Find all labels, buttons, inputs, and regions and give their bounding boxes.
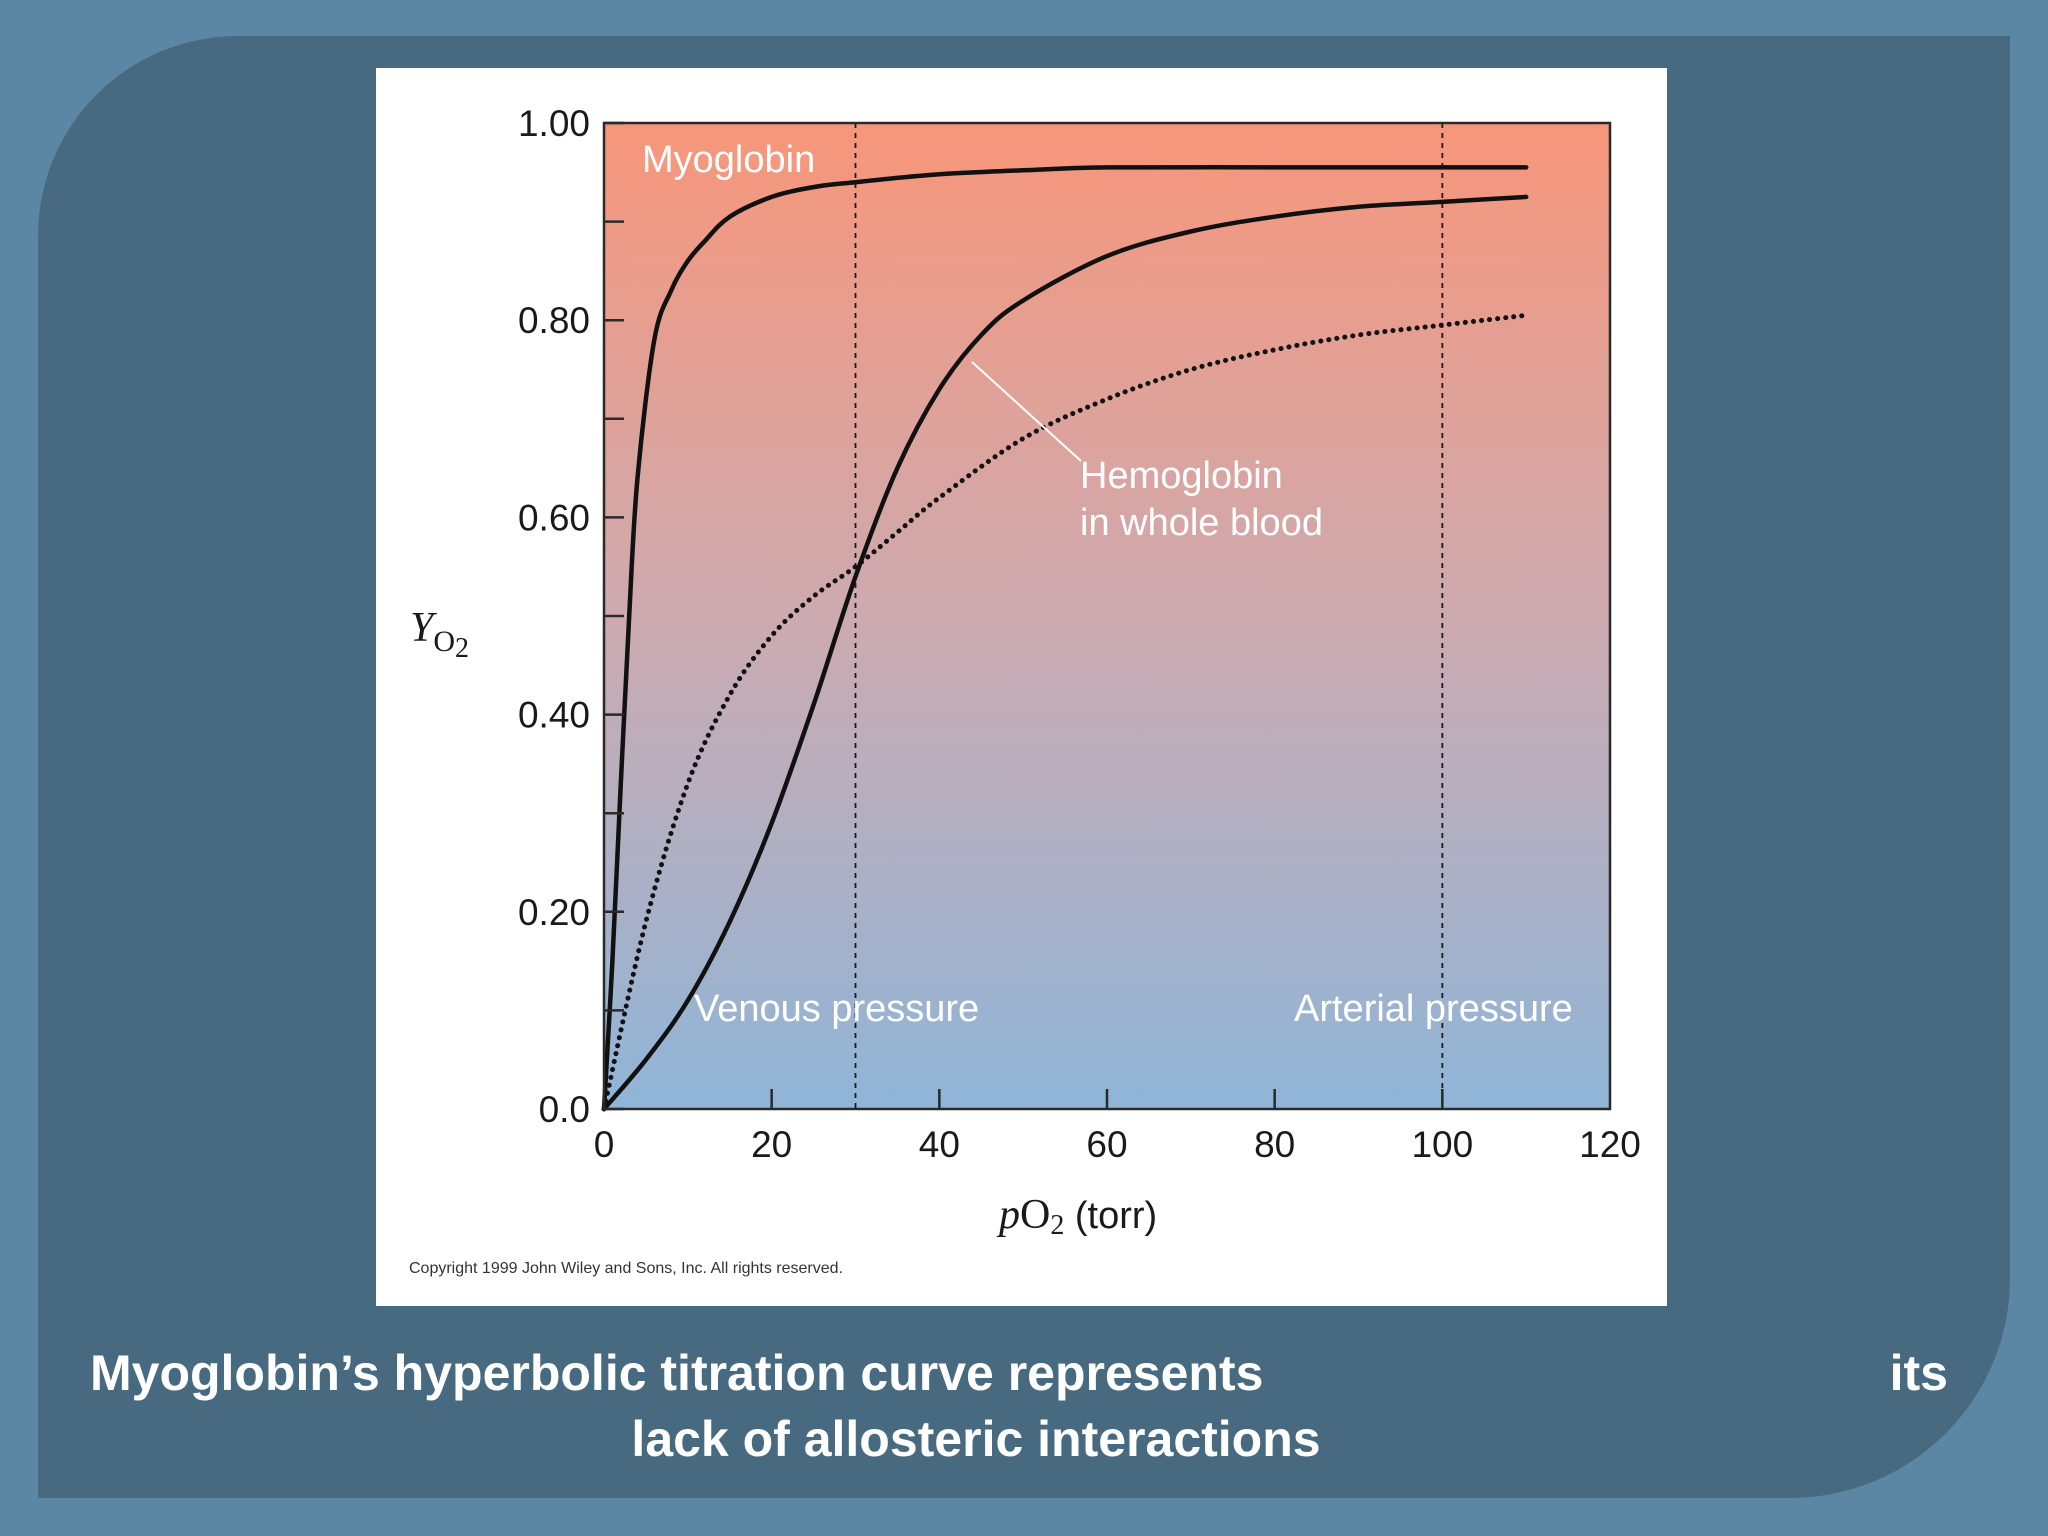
myoglobin-label: Myoglobin (642, 139, 815, 181)
x-axis-title: pO2 (torr) (996, 1192, 1157, 1241)
caption-line-1-end: its (1889, 1345, 1948, 1401)
venous-pressure-label: Venous pressure (694, 988, 979, 1030)
caption-line-2: lack of allosteric interactions (631, 1411, 1321, 1467)
oxygen-binding-chart: 0 20 40 60 80 100 120 0.0 0.20 0.40 0.60 0.80 1.00 M… (409, 103, 1641, 1277)
plot-area (604, 123, 1610, 1109)
hemoglobin-label: Hemoglobin (1080, 455, 1283, 497)
x-tick-label: 20 (751, 1124, 792, 1165)
series-line-2 (601, 312, 1529, 1112)
x-tick-label: 80 (1254, 1124, 1295, 1165)
hemoglobin-label-line2: in whole blood (1080, 502, 1323, 544)
figure-card: 0 20 40 60 80 100 120 0.0 0.20 0.40 0.60 0.80 1.00 M… (376, 68, 1667, 1306)
hemoglobin-annotation-leader (971, 361, 1082, 462)
x-tick-label: 0 (594, 1124, 615, 1165)
x-tick-label: 120 (1579, 1124, 1641, 1165)
x-tick-label: 40 (919, 1124, 960, 1165)
y-tick-label: 0.20 (518, 892, 590, 933)
y-tick-label: 0.80 (518, 300, 590, 341)
arterial-pressure-label: Arterial pressure (1294, 988, 1573, 1030)
x-tick-label: 100 (1411, 1124, 1473, 1165)
y-tick-label: 0.40 (518, 695, 590, 736)
x-tick-label: 60 (1086, 1124, 1127, 1165)
series-line-0 (601, 164, 1529, 1112)
slide-caption: Myoglobin’s hyperbolic titration curve r… (90, 1340, 1960, 1472)
y-tick-label: 1.00 (518, 103, 590, 144)
y-tick-label: 0.60 (518, 497, 590, 538)
copyright-notice: Copyright 1999 John Wiley and Sons, Inc.… (409, 1260, 843, 1277)
caption-line-1-text: Myoglobin’s hyperbolic titration curve r… (90, 1345, 1264, 1401)
caption-line-1: Myoglobin’s hyperbolic titration curve r… (90, 1340, 1960, 1406)
series-line-1 (601, 194, 1529, 1112)
y-axis-title: YO2 (410, 605, 469, 664)
y-tick-label: 0.0 (539, 1089, 590, 1130)
